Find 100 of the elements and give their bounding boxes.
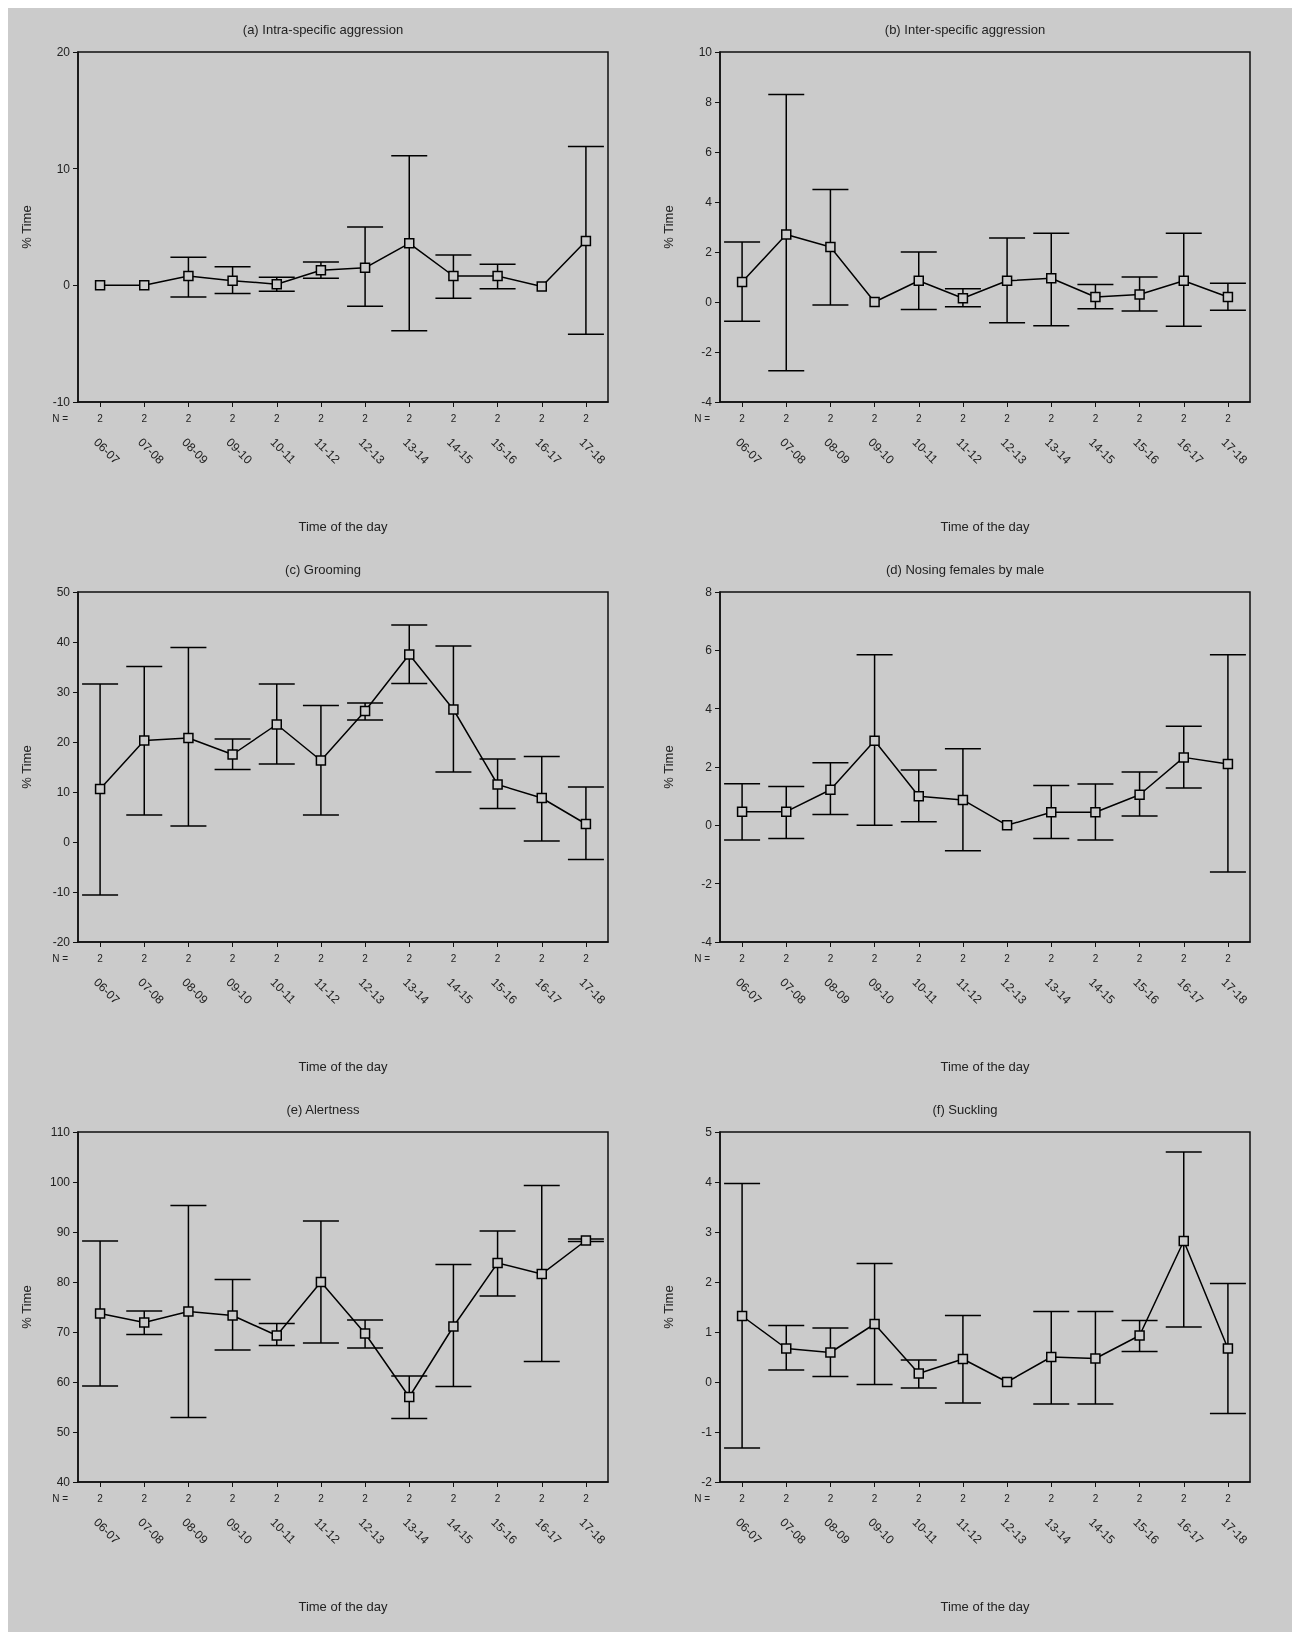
y-tick-label: -10 <box>52 395 71 409</box>
point <box>315 755 327 766</box>
point <box>404 649 415 660</box>
text: 2 <box>318 412 325 424</box>
text: 2 <box>97 1492 104 1504</box>
point <box>271 719 282 730</box>
text: 2 <box>538 952 545 964</box>
text: 2 <box>538 1492 545 1504</box>
y-tick-label: -10 <box>52 885 71 899</box>
y-tick-label: 20 <box>56 735 71 749</box>
x-axis-title: Time of the day <box>940 1059 1031 1074</box>
text: 2 <box>1092 1492 1099 1504</box>
y-tick-label: 20 <box>56 45 71 59</box>
point <box>492 270 503 282</box>
point <box>227 1310 238 1321</box>
point <box>315 1276 327 1288</box>
text: 2 <box>827 412 834 424</box>
point <box>271 278 282 290</box>
text: 2 <box>1004 412 1011 424</box>
text: 2 <box>960 412 967 424</box>
y-tick-label: 10 <box>698 45 713 59</box>
y-tick-label: 90 <box>56 1225 71 1239</box>
y-tick-label: -4 <box>701 395 713 409</box>
point <box>869 735 880 746</box>
point <box>94 280 106 291</box>
point <box>957 293 969 304</box>
point <box>404 1391 415 1403</box>
point <box>1134 1330 1145 1341</box>
text: 2 <box>494 952 501 964</box>
text: 2 <box>960 952 967 964</box>
text: 2 <box>450 952 457 964</box>
y-tick-label: 0 <box>705 1375 713 1389</box>
y-axis-title: % Time <box>661 205 676 249</box>
text: 2 <box>494 412 501 424</box>
text: N = <box>694 952 711 964</box>
text: 2 <box>273 952 280 964</box>
point <box>139 280 150 291</box>
point <box>1046 273 1057 284</box>
text: 2 <box>1004 1492 1011 1504</box>
point <box>227 749 238 760</box>
text: 2 <box>739 1492 746 1504</box>
point <box>781 806 792 817</box>
point <box>1090 1353 1101 1364</box>
text: 2 <box>915 1492 922 1504</box>
text: 2 <box>406 952 413 964</box>
text: 2 <box>1004 952 1011 964</box>
text: N = <box>52 952 69 964</box>
text: 2 <box>783 1492 790 1504</box>
y-tick-label: -2 <box>701 345 713 359</box>
y-tick-label: 1 <box>705 1325 713 1339</box>
point <box>448 270 459 282</box>
point <box>183 1306 194 1317</box>
point <box>271 1330 282 1341</box>
point <box>825 241 836 253</box>
y-tick-label: 70 <box>56 1325 71 1339</box>
text: 2 <box>229 412 236 424</box>
point <box>781 229 792 240</box>
y-tick-label: 4 <box>705 1175 713 1189</box>
point <box>1222 758 1234 770</box>
point <box>1046 1351 1057 1363</box>
point <box>1222 1343 1234 1354</box>
text: 2 <box>318 1492 325 1504</box>
x-axis-title: Time of the day <box>940 1599 1031 1614</box>
point <box>359 705 371 717</box>
text: 2 <box>362 1492 369 1504</box>
point <box>1001 820 1013 831</box>
y-axis-title: % Time <box>661 745 676 789</box>
text: 2 <box>141 412 148 424</box>
chart-title: (f) Suckling <box>932 1102 998 1117</box>
y-tick-label: 10 <box>56 785 71 799</box>
point <box>913 1368 924 1379</box>
text: 2 <box>1092 952 1099 964</box>
point <box>736 1310 748 1322</box>
text: 2 <box>141 1492 148 1504</box>
x-axis-title: Time of the day <box>298 519 389 534</box>
text: 2 <box>273 412 280 424</box>
text: 2 <box>915 412 922 424</box>
y-tick-label: -1 <box>701 1425 713 1439</box>
y-tick-label: -2 <box>701 876 713 891</box>
text: 2 <box>827 952 834 964</box>
point <box>736 276 748 288</box>
point <box>580 818 592 830</box>
y-tick-label: 40 <box>56 1475 71 1489</box>
point <box>1178 1235 1189 1247</box>
y-tick-label: 2 <box>705 245 713 259</box>
point <box>736 806 748 817</box>
point <box>492 779 503 790</box>
y-tick-label: -4 <box>701 935 713 949</box>
text: 2 <box>1225 952 1232 964</box>
text: 2 <box>1225 412 1232 424</box>
y-tick-label: -20 <box>52 935 71 949</box>
text: 2 <box>450 1492 457 1504</box>
text: 2 <box>1180 952 1187 964</box>
y-tick-label: 80 <box>56 1275 71 1289</box>
y-tick-label: -2 <box>701 1475 713 1489</box>
y-axis-title: % Time <box>19 745 34 789</box>
x-axis-title: Time of the day <box>298 1599 389 1614</box>
y-tick-label: 8 <box>705 95 713 109</box>
text: 2 <box>450 412 457 424</box>
text: 2 <box>97 952 104 964</box>
